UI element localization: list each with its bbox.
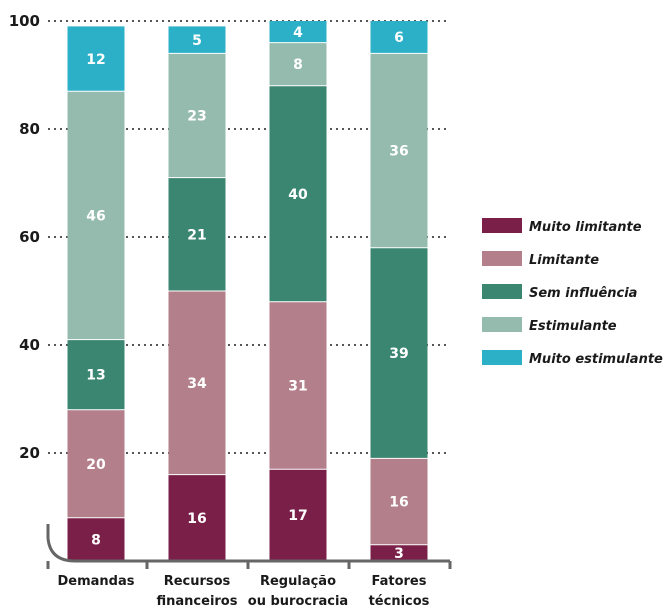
- bar-segment: [168, 474, 226, 561]
- legend-swatch: [482, 251, 522, 266]
- x-category-label: técnicos: [369, 594, 430, 609]
- legend: Muito limitante Limitante Sem influência Es…: [482, 218, 663, 367]
- legend-label: Estimulante: [529, 319, 617, 334]
- y-tick-label: 60: [19, 228, 40, 246]
- x-category-label: Recursos: [164, 574, 231, 589]
- x-category-label: Demandas: [58, 574, 135, 589]
- data-label: 34: [187, 376, 207, 392]
- bar-segment: [67, 339, 125, 410]
- legend-label: Muito estimulante: [529, 352, 663, 367]
- legend-swatch: [482, 350, 522, 365]
- y-tick-label: 40: [19, 336, 40, 354]
- bars: 8 20 13 46 12 16 34 21 23 5 17 31 40 8 4 3 16 39 36 6: [67, 21, 428, 562]
- bar-segment: [67, 91, 125, 340]
- y-tick-label: 100: [9, 12, 40, 30]
- data-label: 6: [394, 30, 404, 46]
- data-label: 31: [288, 379, 307, 395]
- legend-label: Sem influência: [529, 286, 637, 301]
- x-category-label: Regulação: [260, 574, 336, 589]
- data-label: 8: [293, 57, 303, 73]
- bar-segment: [67, 26, 125, 92]
- bar-segment: [370, 21, 428, 54]
- legend-label: Limitante: [529, 253, 599, 268]
- data-label: 21: [187, 227, 206, 243]
- x-category-label: ou burocracia: [248, 594, 348, 609]
- bar-segment: [269, 85, 327, 302]
- bar-segment: [269, 42, 327, 86]
- bar-segment: [370, 247, 428, 459]
- legend-swatch: [482, 218, 522, 233]
- axes: 100 80 60 40 20 Demandas Recursos financeiros Re…: [9, 12, 452, 609]
- y-tick-label: 20: [19, 444, 40, 462]
- x-category-label: financeiros: [157, 594, 238, 609]
- data-label: 39: [389, 346, 408, 362]
- data-label: 3: [394, 546, 404, 562]
- x-category-label: Fatores: [371, 574, 426, 589]
- bar-segment: [168, 177, 226, 291]
- bar-segment: [370, 458, 428, 545]
- data-label: 12: [86, 52, 105, 68]
- data-label: 13: [86, 368, 105, 384]
- data-label: 16: [389, 495, 408, 511]
- data-label: 23: [187, 109, 206, 125]
- bar-segment: [168, 53, 226, 178]
- legend-label: Muito limitante: [529, 220, 642, 235]
- bar-segment: [269, 21, 327, 43]
- data-label: 40: [288, 187, 308, 203]
- bar-segment: [168, 26, 226, 54]
- data-label: 36: [389, 144, 408, 160]
- legend-swatch: [482, 284, 522, 299]
- bar-segment: [370, 544, 428, 561]
- data-label: 17: [288, 508, 307, 524]
- bar-segment: [269, 301, 327, 470]
- data-label: 20: [86, 457, 106, 473]
- y-tick-label: 80: [19, 120, 40, 138]
- data-label: 4: [293, 25, 303, 41]
- data-label: 16: [187, 511, 206, 527]
- bar-segment: [168, 291, 226, 475]
- bar-segment: [67, 517, 125, 561]
- legend-swatch: [482, 317, 522, 332]
- data-label: 5: [192, 33, 202, 49]
- data-label: 8: [91, 532, 101, 548]
- x-axis-line: [46, 524, 450, 563]
- data-label: 46: [86, 208, 105, 224]
- bar-segment: [269, 469, 327, 561]
- bar-segment: [67, 409, 125, 518]
- bar-segment: [370, 53, 428, 248]
